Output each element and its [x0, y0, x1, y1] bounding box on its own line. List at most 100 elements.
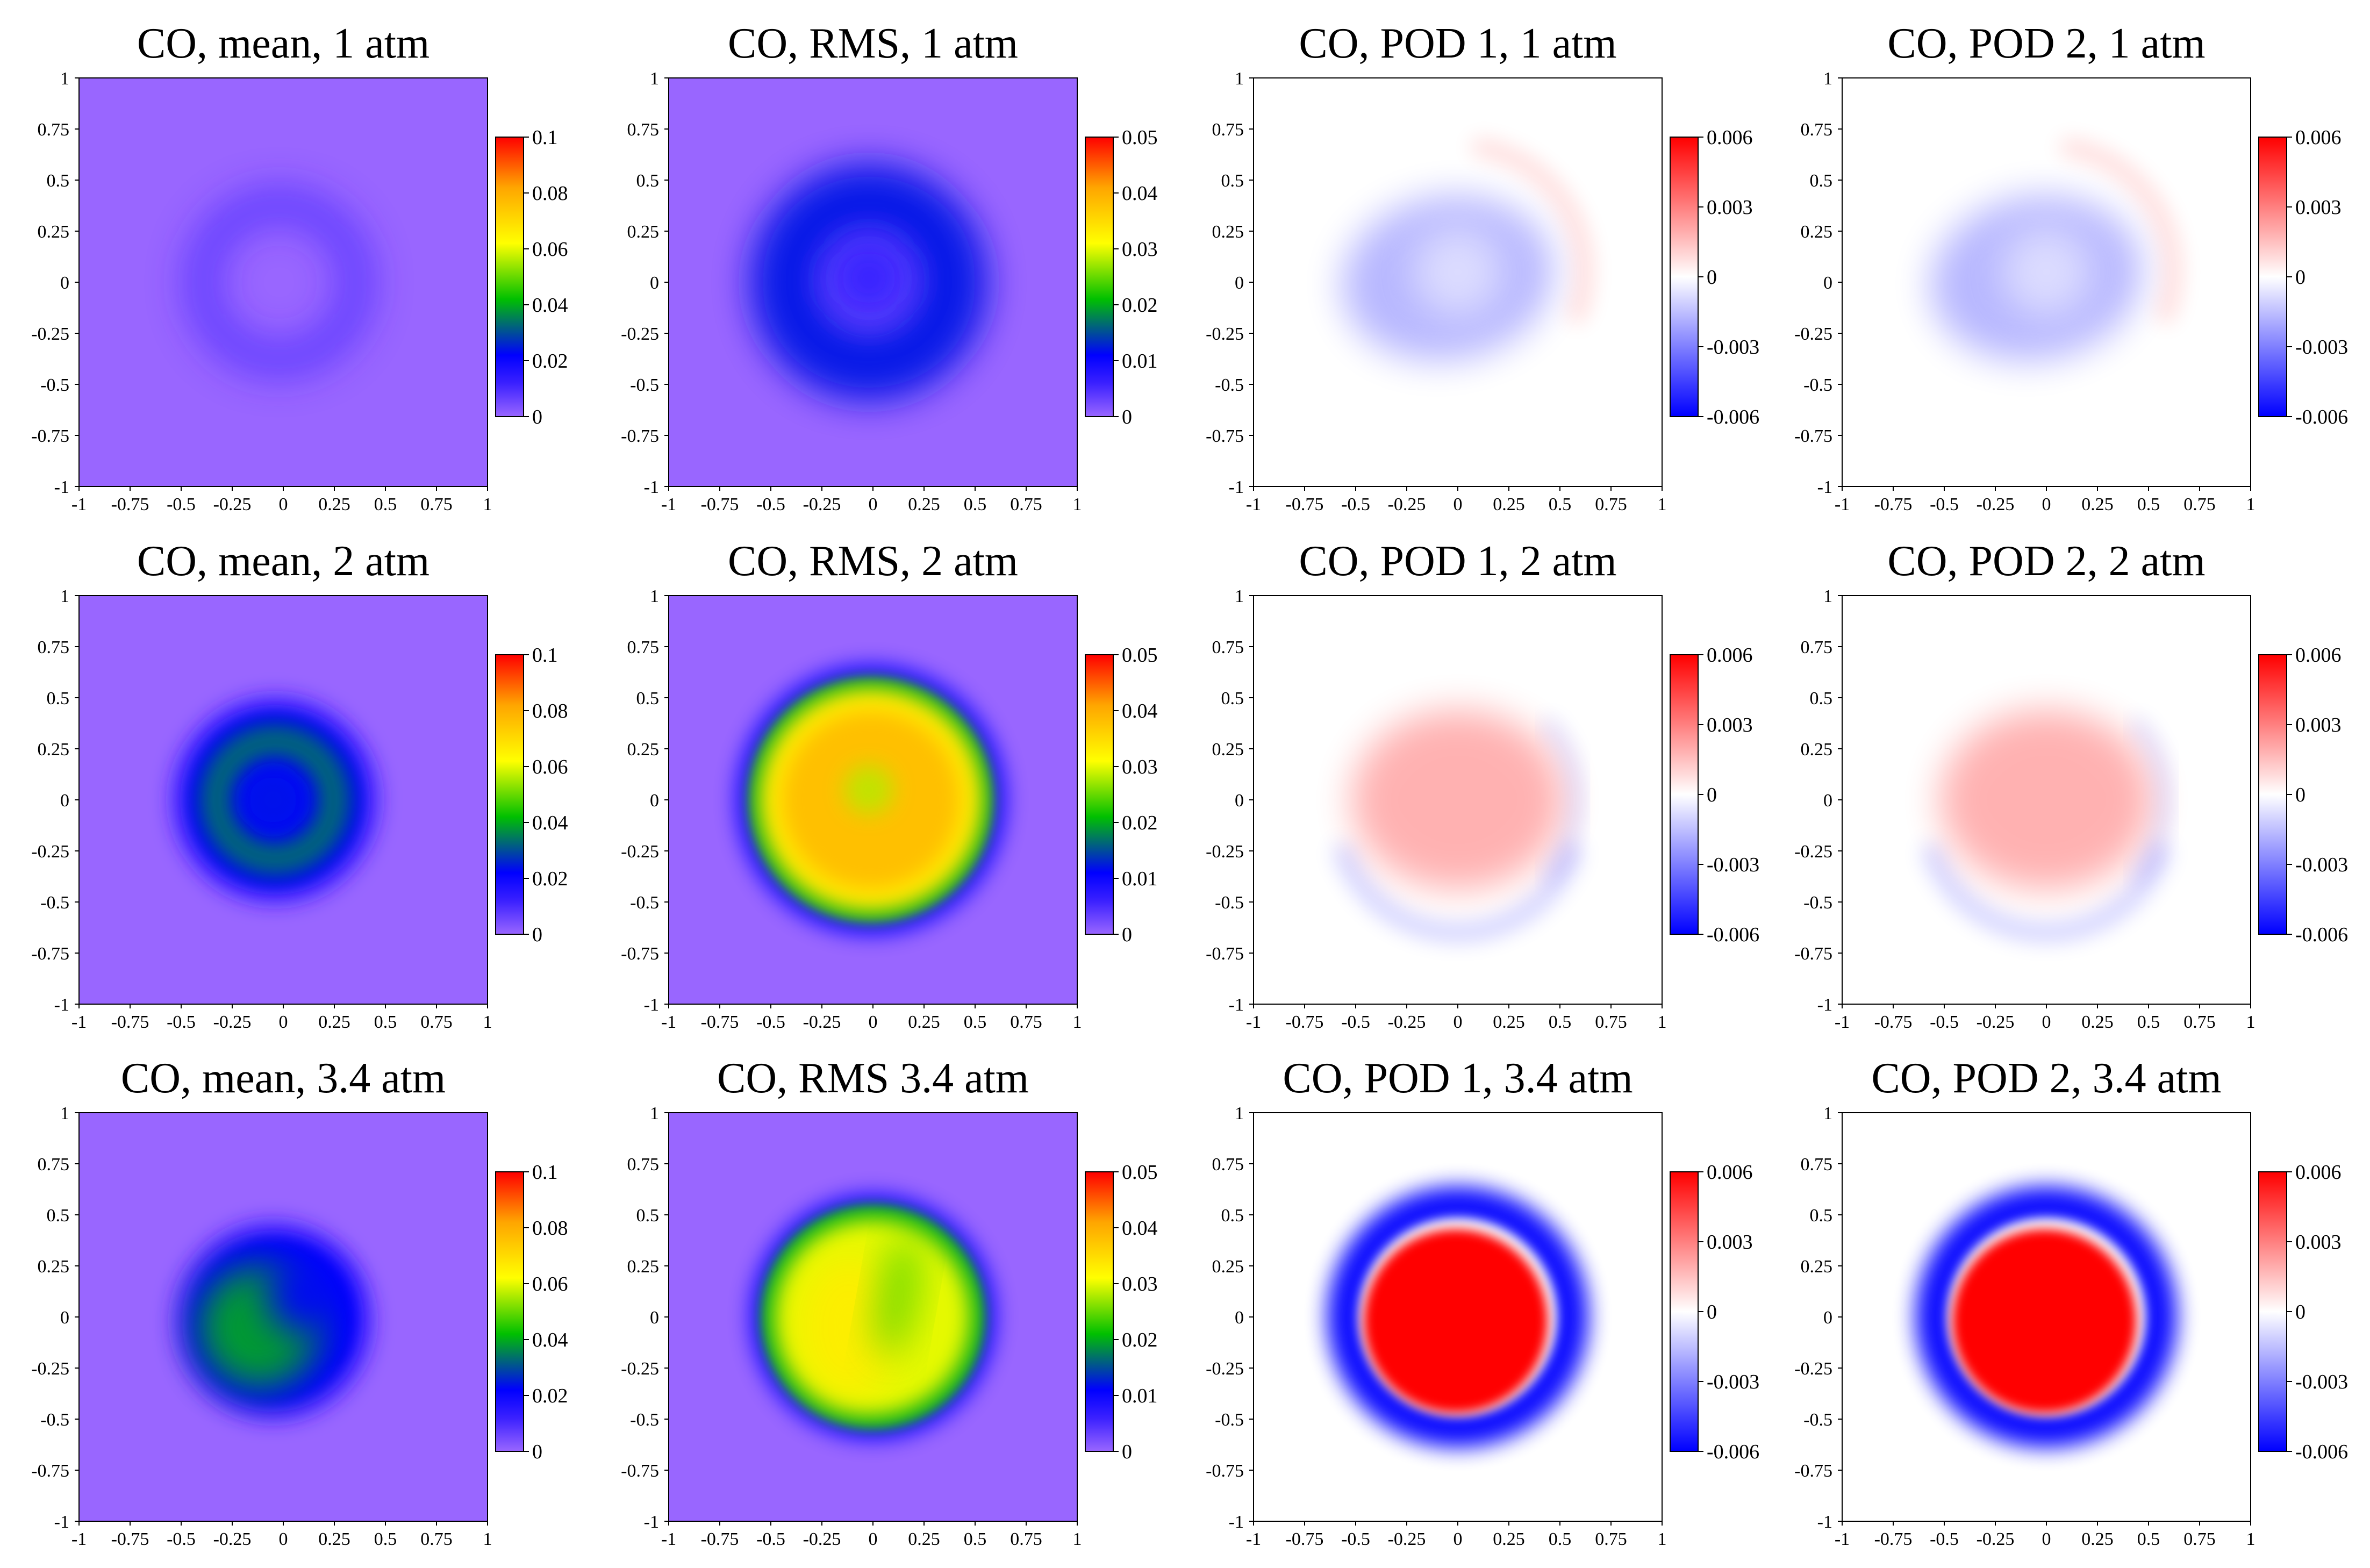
x-tick-label: 0	[2042, 1012, 2051, 1032]
x-tick-label: 0.5	[1549, 1529, 1572, 1549]
y-tick-label: -0.25	[621, 842, 659, 862]
x-tick-label: -0.5	[167, 495, 196, 514]
y-tick-label: 0.25	[1801, 1257, 1833, 1277]
y-tick-label: 0	[60, 273, 69, 293]
y-tick-label: -0.5	[1215, 893, 1244, 913]
y-tick-label: -0.5	[1803, 893, 1832, 913]
y-tick-label: 0	[1823, 1308, 1832, 1328]
panel-rms-2: CO, RMS, 2 atm -1-1 -0.75 -0.75 -0.5 -0.5 -0.2…	[621, 538, 1157, 1032]
x-tick-label: -1	[1246, 1529, 1261, 1549]
y-tick-label: -0.5	[1803, 1410, 1832, 1430]
y-tick-label: 0	[60, 791, 69, 811]
colorbar-tick-label: 0.04	[532, 294, 568, 317]
x-tick-label: 0.75	[420, 1012, 453, 1032]
y-tick-label: 0.25	[1801, 222, 1833, 242]
y-tick-label: 0.75	[1801, 120, 1833, 140]
colorbar-gradient	[1085, 1171, 1114, 1452]
x-tick-label: -0.25	[803, 1012, 841, 1032]
colorbar: 0.05 0.04 0.03 0.02 0.01 0	[1085, 1161, 1158, 1463]
colorbar-tick-label: 0.06	[532, 1273, 568, 1295]
x-tick-label: -1	[661, 1529, 676, 1549]
x-tick-label: 0.75	[420, 495, 453, 514]
x-tick-label: -1	[661, 495, 676, 514]
colorbar-tick-label: 0	[1122, 1441, 1132, 1463]
x-tick-label: -0.5	[1341, 1529, 1370, 1549]
panel-mean-1: CO, mean, 1 atm -1-1 -0.75 -0.75 -0.5 -0.5 -0.…	[31, 20, 568, 514]
y-tick-label: 0.25	[627, 1257, 660, 1277]
panel-rms-1: CO, RMS, 1 atm -1-1 -0.75 -0.75 -0.5 -0.5 -0.2…	[621, 20, 1157, 514]
colorbar: 0.1 0.08 0.06 0.04 0.02 0	[495, 1161, 568, 1463]
x-tick-label: -0.25	[213, 1529, 252, 1549]
x-tick-label: -0.5	[1341, 1012, 1370, 1032]
y-tick-label: 0.5	[636, 689, 660, 708]
y-tick-label: -1	[1817, 477, 1832, 497]
colorbar-tick-label: -0.003	[1707, 854, 1759, 876]
field-blob	[2001, 227, 2092, 317]
y-tick-label: -0.75	[1794, 1461, 1832, 1481]
y-tick-label: 1	[1235, 69, 1244, 89]
panel-pod-2: CO, POD 1, 2 atm -1-1 -0.75 -0.75 -0.5 -0.5 -0…	[1206, 538, 1759, 1032]
panel-rms-3: CO, RMS 3.4 atm -1-1 -0.75 -0.75 -0.5 -0.5 -0.…	[621, 1055, 1157, 1549]
y-tick-label: -1	[644, 995, 659, 1015]
x-tick-label: 1	[2246, 495, 2256, 514]
x-tick-label: -0.25	[1977, 495, 2015, 514]
x-tick-label: -1	[1835, 495, 1850, 514]
panel-mean-3: CO, mean, 3.4 atm-1-1-0.75-0.75-0.5-0.5-…	[31, 1055, 568, 1549]
y-tick-label: -0.75	[621, 944, 659, 964]
panel-title: CO, RMS, 1 atm	[728, 20, 1018, 67]
y-tick-label: 0.25	[38, 1257, 70, 1277]
panel-title: CO, RMS 3.4 atm	[717, 1055, 1029, 1102]
field-blob	[183, 186, 376, 378]
colorbar-tick-label: 0.01	[1122, 1385, 1158, 1407]
colorbar-tick-label: 0.03	[1122, 1273, 1158, 1295]
x-tick-label: 0.25	[908, 1012, 940, 1032]
y-tick-label: 0.75	[38, 1155, 70, 1175]
colorbar-tick-label: 0.1	[532, 644, 558, 667]
x-tick-label: -0.75	[1286, 1012, 1324, 1032]
colorbar-gradient	[1670, 137, 1699, 417]
y-tick-label: -0.25	[1206, 324, 1244, 344]
y-tick-label: 0.5	[1810, 171, 1833, 191]
colorbar-gradient	[495, 1171, 524, 1452]
colorbar: 0.006 0.003 0 -0.003 -0.006	[2258, 1161, 2348, 1463]
field-blob	[824, 233, 914, 323]
field-blob	[1923, 843, 2170, 941]
y-tick-label: -0.5	[630, 1410, 659, 1430]
y-tick-label: -0.25	[1794, 1359, 1832, 1379]
y-tick-label: -0.25	[1794, 842, 1832, 862]
x-tick-label: -0.5	[1930, 1012, 1959, 1032]
y-tick-label: 1	[650, 1104, 659, 1123]
y-tick-label: 1	[1235, 586, 1244, 606]
colorbar-tick-label: 0	[1122, 923, 1132, 946]
x-tick-label: 0.75	[1010, 1012, 1042, 1032]
field-blob	[1327, 1186, 1589, 1448]
y-tick-label: 0.5	[47, 1206, 70, 1226]
x-tick-label: 0.75	[2183, 495, 2216, 514]
x-tick-label: 0.75	[1010, 495, 1042, 514]
x-tick-label: 0	[869, 495, 878, 514]
field-blob	[1940, 710, 2153, 890]
field-blob	[242, 769, 304, 830]
x-tick-label: -0.75	[1286, 1529, 1324, 1549]
y-tick-label: -0.5	[1215, 1410, 1244, 1430]
y-tick-label: -0.75	[621, 1461, 659, 1481]
x-tick-label: 0.5	[2137, 495, 2160, 514]
x-tick-label: 0.25	[318, 1529, 350, 1549]
field-blob	[267, 1259, 341, 1334]
field-blob	[844, 765, 893, 814]
y-tick-label: 0.25	[627, 740, 660, 760]
y-tick-label: 0.5	[1221, 171, 1244, 191]
y-tick-label: -0.75	[1794, 944, 1832, 964]
panel-title: CO, mean, 3.4 atm	[121, 1055, 446, 1102]
y-tick-label: -0.75	[31, 426, 69, 446]
panel-title: CO, POD 2, 1 atm	[1887, 20, 2205, 67]
y-tick-label: -0.25	[1794, 324, 1832, 344]
x-tick-label: 0.5	[2137, 1529, 2160, 1549]
colorbar-tick-label: -0.006	[1707, 923, 1759, 946]
colorbar-tick-label: 0.03	[1122, 756, 1158, 778]
x-tick-label: 0.25	[318, 495, 350, 514]
colorbar-tick-label: 0.04	[1122, 182, 1158, 205]
heatmap-field	[669, 1113, 1077, 1521]
colorbar-tick-label: -0.003	[1707, 336, 1759, 359]
y-tick-label: 0.75	[1212, 120, 1244, 140]
